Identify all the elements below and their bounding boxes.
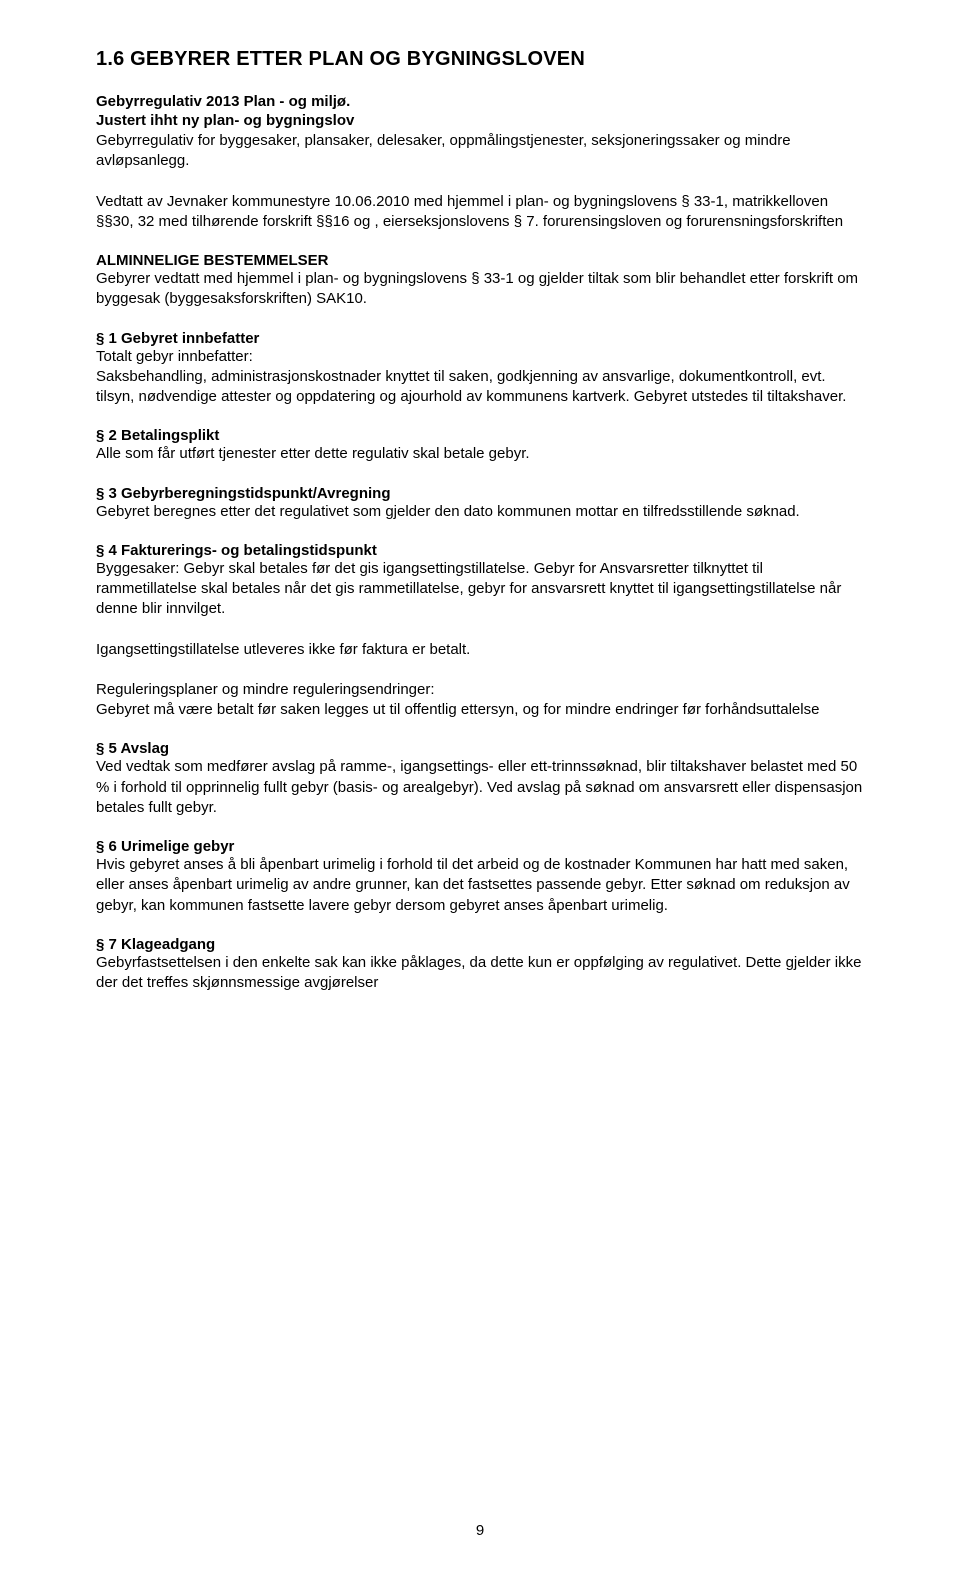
page-number: 9 [476, 1522, 484, 1539]
intro-subtitle: Gebyrregulativ 2013 Plan - og miljø. [96, 93, 864, 110]
section-5: § 5 Avslag Ved vedtak som medfører avsla… [96, 740, 864, 818]
section-4-title: § 4 Fakturerings- og betalingstidspunkt [96, 542, 864, 559]
section-2: § 2 Betalingsplikt Alle som får utført t… [96, 427, 864, 464]
section-1-line1: Totalt gebyr innbefatter: [96, 347, 864, 367]
section-5-body: Ved vedtak som medfører avslag på ramme-… [96, 757, 864, 818]
intro-subtitle-2: Justert ihht ny plan- og bygningslov [96, 112, 864, 129]
intro-paragraph-1: Gebyrregulativ for byggesaker, plansaker… [96, 131, 864, 172]
section-3: § 3 Gebyrberegningstidspunkt/Avregning G… [96, 485, 864, 522]
section-4-body3a: Reguleringsplaner og mindre reguleringse… [96, 680, 864, 700]
section-1-line2: Saksbehandling, administrasjonskostnader… [96, 367, 864, 408]
section-alminnelige: ALMINNELIGE BESTEMMELSER Gebyrer vedtatt… [96, 252, 864, 310]
section-alm-body: Gebyrer vedtatt med hjemmel i plan- og b… [96, 269, 864, 310]
section-1: § 1 Gebyret innbefatter Totalt gebyr inn… [96, 330, 864, 408]
section-7-body: Gebyrfastsettelsen i den enkelte sak kan… [96, 953, 864, 994]
section-2-body: Alle som får utført tjenester etter dett… [96, 444, 864, 464]
section-4-body3b: Gebyret må være betalt før saken legges … [96, 700, 864, 720]
section-3-title: § 3 Gebyrberegningstidspunkt/Avregning [96, 485, 864, 502]
section-4-body1: Byggesaker: Gebyr skal betales før det g… [96, 559, 864, 620]
section-6-title: § 6 Urimelige gebyr [96, 838, 864, 855]
section-2-title: § 2 Betalingsplikt [96, 427, 864, 444]
page-title: 1.6 GEBYRER ETTER PLAN OG BYGNINGSLOVEN [96, 48, 864, 71]
section-alm-title: ALMINNELIGE BESTEMMELSER [96, 252, 864, 269]
section-4-body2: Igangsettingstillatelse utleveres ikke f… [96, 640, 864, 660]
section-7-title: § 7 Klageadgang [96, 936, 864, 953]
section-1-title: § 1 Gebyret innbefatter [96, 330, 864, 347]
section-5-title: § 5 Avslag [96, 740, 864, 757]
intro-paragraph-2: Vedtatt av Jevnaker kommunestyre 10.06.2… [96, 192, 864, 233]
section-3-body: Gebyret beregnes etter det regulativet s… [96, 502, 864, 522]
section-7: § 7 Klageadgang Gebyrfastsettelsen i den… [96, 936, 864, 994]
section-6-body: Hvis gebyret anses å bli åpenbart urimel… [96, 855, 864, 916]
section-6: § 6 Urimelige gebyr Hvis gebyret anses å… [96, 838, 864, 916]
section-4: § 4 Fakturerings- og betalingstidspunkt … [96, 542, 864, 721]
